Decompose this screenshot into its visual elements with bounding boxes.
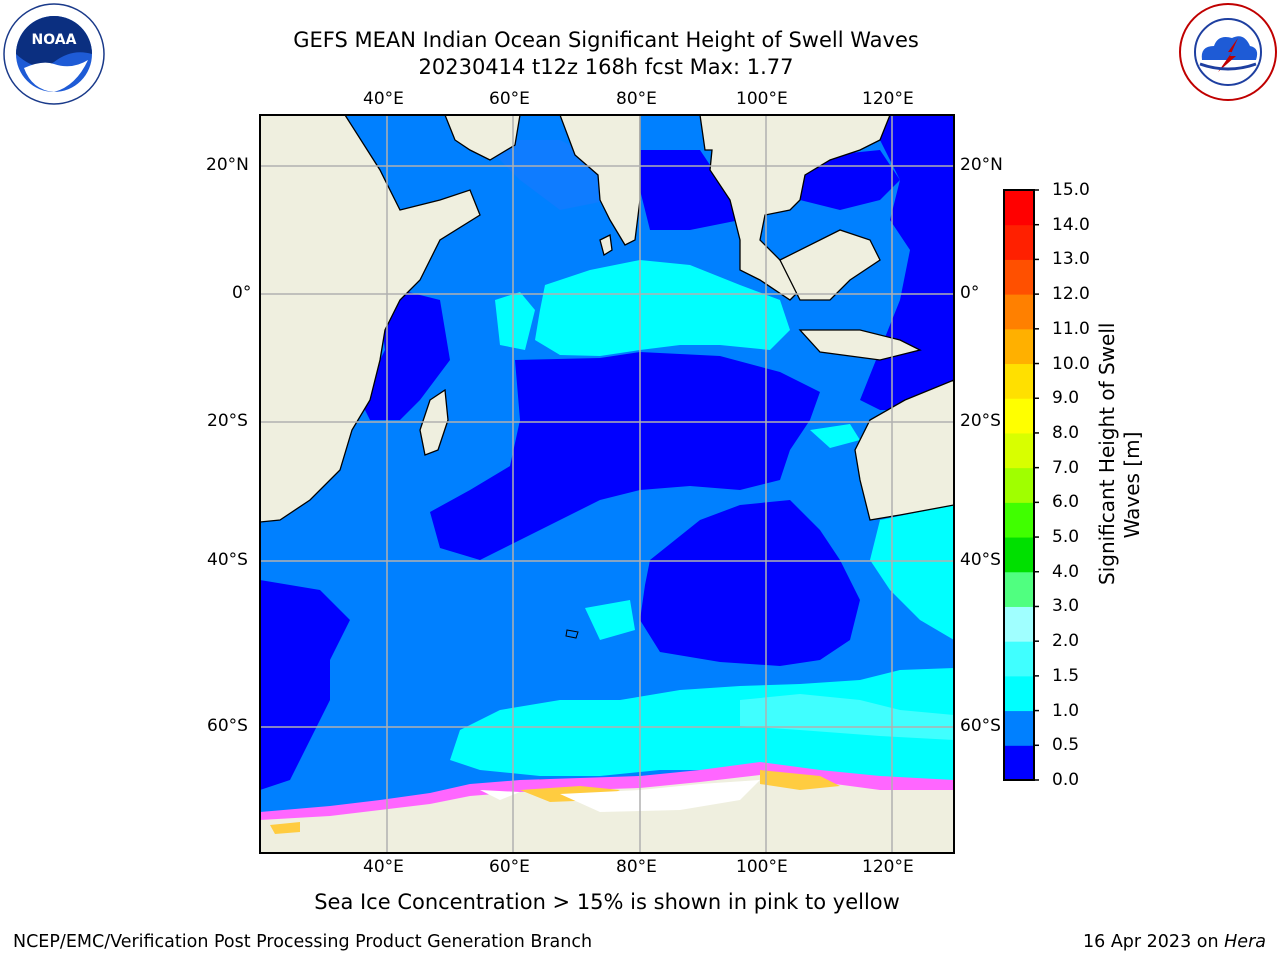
lat-label-right: 0°	[960, 283, 980, 303]
colorbar-tick-label: 13.0	[1052, 249, 1090, 270]
colorbar-tick-label: 1.0	[1052, 700, 1080, 721]
colorbar-tick-label: 12.0	[1052, 284, 1090, 305]
lon-label-bottom: 60°E	[489, 857, 530, 877]
java	[798, 329, 922, 361]
colorbar-segment	[1004, 398, 1034, 434]
low-swell-region-southwest	[260, 580, 350, 790]
colorbar-tick-label: 5.0	[1052, 527, 1080, 548]
colorbar-segment	[1004, 710, 1034, 746]
colorbar-title-line1: Significant Height of Swell	[1095, 322, 1119, 585]
colorbar-title: Significant Height of Swell Waves [m]	[1095, 322, 1155, 585]
sri-lanka	[599, 234, 613, 257]
lat-label-right: 20°S	[960, 411, 1001, 431]
footer-date-text: 16 Apr 2023 on	[1083, 932, 1225, 952]
colorbar-segment	[1004, 432, 1034, 469]
colorbar-segment	[1004, 537, 1034, 573]
colorbar-tick-label: 1.5	[1052, 665, 1080, 686]
colorbar-segment	[1004, 328, 1034, 365]
lon-label-top: 60°E	[489, 89, 530, 109]
lat-label-left: 60°S	[207, 716, 248, 736]
colorbar-segment	[1004, 571, 1034, 607]
low-swell-region-south	[640, 500, 860, 666]
australia	[854, 379, 954, 521]
chart-title: GEFS MEAN Indian Ocean Significant Heigh…	[293, 28, 919, 52]
footer-credit: NCEP/EMC/Verification Post Processing Pr…	[13, 932, 593, 952]
lon-label-bottom: 80°E	[616, 857, 657, 877]
colorbar-segment	[1004, 259, 1034, 295]
lat-label-left: 20°S	[207, 411, 248, 431]
nws-logo	[1179, 3, 1277, 101]
colorbar-title-line2: Waves [m]	[1120, 431, 1144, 539]
lon-label-bottom: 120°E	[862, 857, 914, 877]
noaa-logo-text: NOAA	[32, 32, 77, 48]
low-swell-region-east	[860, 115, 954, 410]
sea-ice-note: Sea Ice Concentration > 15% is shown in …	[314, 890, 900, 914]
footer-host: Hera	[1224, 932, 1266, 952]
map-frame	[259, 114, 955, 854]
kerguelen-island	[565, 629, 579, 639]
colorbar-tick-label: 9.0	[1052, 388, 1080, 409]
lon-label-top: 100°E	[736, 89, 788, 109]
colorbar-segment	[1004, 502, 1034, 538]
colorbar-segment	[1004, 641, 1034, 677]
lat-label-left: 0°	[232, 283, 252, 303]
colorbar-tick-label: 2.0	[1052, 631, 1080, 652]
colorbar-tick-label: 14.0	[1052, 214, 1090, 235]
noaa-logo: NOAA	[3, 3, 105, 105]
map-gridlines	[260, 115, 954, 853]
colorbar-tick-label: 3.0	[1052, 596, 1080, 617]
colorbar-tick-label: 7.0	[1052, 457, 1080, 478]
colorbar-segment	[1004, 675, 1034, 712]
colorbar-segment	[1004, 363, 1034, 399]
colorbar-tick-label: 11.0	[1052, 318, 1090, 339]
lon-label-bottom: 40°E	[363, 857, 404, 877]
colorbar-tick-label: 6.0	[1052, 492, 1080, 513]
moderate-swell-region-equatorial	[535, 260, 790, 356]
moderate-swell-band-south	[450, 668, 954, 780]
lat-label-left: 20°N	[206, 155, 249, 175]
colorbar-tick-label: 10.0	[1052, 353, 1090, 374]
colorbar-segment	[1004, 190, 1034, 226]
colorbar-segment	[1004, 467, 1034, 503]
colorbar-segment	[1004, 294, 1034, 330]
lat-label-left: 40°S	[207, 550, 248, 570]
low-swell-region-central	[430, 352, 820, 560]
lat-label-right: 40°S	[960, 550, 1001, 570]
colorbar-tick-label: 0.5	[1052, 735, 1080, 756]
borneo-sumatra	[779, 229, 881, 301]
footer-date: 16 Apr 2023 on Hera	[1083, 932, 1266, 952]
colorbar-segment	[1004, 745, 1034, 781]
colorbar-segment	[1004, 606, 1034, 642]
colorbar-tick-label: 15.0	[1052, 180, 1090, 200]
colorbar-tick-label: 8.0	[1052, 422, 1080, 443]
colorbar-tick-label: 0.0	[1052, 770, 1080, 790]
africa	[260, 115, 481, 523]
lon-label-top: 40°E	[363, 89, 404, 109]
lon-label-bottom: 100°E	[736, 857, 788, 877]
arabia	[444, 115, 521, 161]
lon-label-top: 80°E	[616, 89, 657, 109]
colorbar	[1003, 189, 1039, 781]
colorbar-tick-label: 4.0	[1052, 561, 1080, 582]
lat-label-right: 20°N	[960, 155, 1003, 175]
colorbar-frame	[1003, 189, 1035, 781]
colorbar-segment	[1004, 224, 1034, 260]
land-masses	[260, 115, 954, 853]
lat-label-right: 60°S	[960, 716, 1001, 736]
lon-label-top: 120°E	[862, 89, 914, 109]
chart-subtitle: 20230414 t12z 168h fcst Max: 1.77	[418, 55, 794, 79]
